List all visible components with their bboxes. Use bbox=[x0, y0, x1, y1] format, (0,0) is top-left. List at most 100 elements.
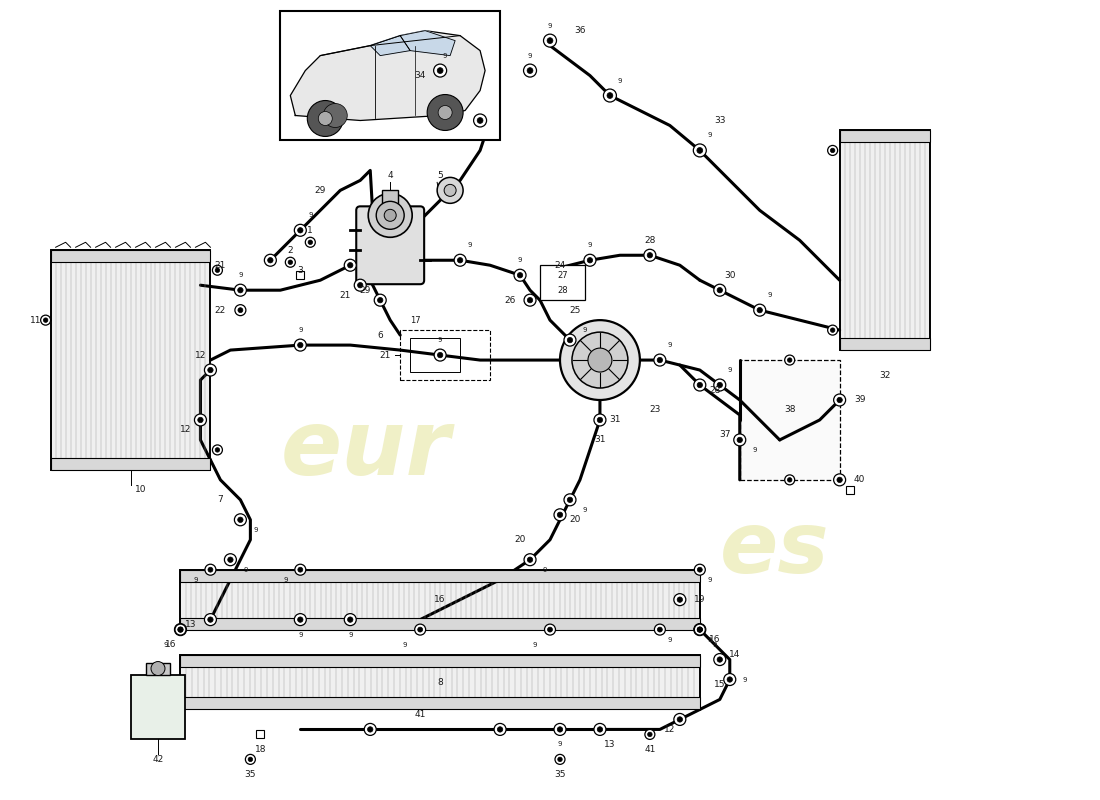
Text: eur: eur bbox=[280, 406, 450, 494]
Circle shape bbox=[724, 674, 736, 686]
Text: 18: 18 bbox=[254, 745, 266, 754]
Text: 20: 20 bbox=[570, 515, 581, 524]
Circle shape bbox=[543, 34, 557, 47]
Circle shape bbox=[298, 567, 302, 572]
Circle shape bbox=[208, 367, 213, 373]
Circle shape bbox=[587, 258, 593, 263]
Circle shape bbox=[827, 146, 837, 155]
Circle shape bbox=[267, 258, 273, 263]
Circle shape bbox=[830, 328, 835, 332]
Text: 9: 9 bbox=[528, 53, 532, 58]
Circle shape bbox=[717, 287, 723, 293]
FancyBboxPatch shape bbox=[356, 206, 425, 284]
Text: 12: 12 bbox=[195, 350, 206, 359]
Circle shape bbox=[834, 474, 846, 486]
Text: 11: 11 bbox=[30, 316, 42, 325]
Circle shape bbox=[43, 318, 48, 322]
Circle shape bbox=[458, 258, 463, 263]
Text: 9: 9 bbox=[752, 447, 757, 453]
Circle shape bbox=[306, 238, 316, 247]
Text: 38: 38 bbox=[784, 406, 795, 414]
Circle shape bbox=[714, 379, 726, 391]
Circle shape bbox=[678, 597, 682, 602]
Text: 9: 9 bbox=[243, 566, 248, 573]
Text: 15: 15 bbox=[714, 680, 726, 689]
Text: 16: 16 bbox=[165, 640, 176, 649]
Text: 34: 34 bbox=[415, 71, 426, 80]
Bar bbox=[145, 662, 170, 674]
Text: 30: 30 bbox=[724, 270, 736, 280]
Circle shape bbox=[597, 726, 603, 732]
Circle shape bbox=[514, 270, 526, 282]
Circle shape bbox=[558, 726, 563, 732]
Text: 21: 21 bbox=[379, 350, 390, 359]
Bar bbox=[180, 618, 700, 630]
Circle shape bbox=[368, 194, 412, 238]
Bar bbox=[51, 250, 210, 470]
Circle shape bbox=[434, 349, 447, 361]
Circle shape bbox=[216, 268, 220, 273]
Bar bbox=[131, 674, 186, 739]
Circle shape bbox=[307, 101, 343, 137]
Bar bbox=[540, 266, 585, 300]
Circle shape bbox=[548, 627, 552, 632]
Text: 9: 9 bbox=[768, 292, 772, 298]
Text: 42: 42 bbox=[153, 755, 164, 764]
Circle shape bbox=[418, 627, 422, 632]
Circle shape bbox=[734, 434, 746, 446]
Text: 9: 9 bbox=[618, 78, 623, 83]
Text: 9: 9 bbox=[587, 242, 592, 248]
Text: 8: 8 bbox=[438, 678, 443, 686]
Text: 17: 17 bbox=[410, 316, 420, 325]
Text: 9: 9 bbox=[583, 327, 587, 333]
Circle shape bbox=[517, 273, 522, 278]
Circle shape bbox=[245, 754, 255, 764]
Text: 14: 14 bbox=[729, 650, 740, 659]
Bar bbox=[400, 330, 491, 380]
Text: 12: 12 bbox=[664, 725, 675, 734]
Circle shape bbox=[295, 224, 306, 236]
Text: 25: 25 bbox=[570, 306, 581, 314]
Circle shape bbox=[344, 614, 356, 626]
Text: 9: 9 bbox=[298, 631, 302, 638]
Text: 9: 9 bbox=[438, 337, 442, 343]
Bar bbox=[839, 338, 930, 350]
Circle shape bbox=[208, 617, 213, 622]
Circle shape bbox=[427, 94, 463, 130]
Circle shape bbox=[376, 202, 404, 230]
Circle shape bbox=[697, 627, 702, 632]
Circle shape bbox=[697, 627, 702, 632]
Circle shape bbox=[597, 418, 603, 422]
Circle shape bbox=[374, 294, 386, 306]
Circle shape bbox=[547, 38, 553, 43]
Circle shape bbox=[568, 497, 573, 502]
Circle shape bbox=[494, 723, 506, 735]
Circle shape bbox=[212, 266, 222, 275]
Text: 9: 9 bbox=[298, 327, 302, 333]
Circle shape bbox=[754, 304, 766, 316]
Bar bbox=[839, 130, 930, 142]
Text: 41: 41 bbox=[645, 745, 656, 754]
Text: 9: 9 bbox=[713, 642, 717, 647]
Text: 2: 2 bbox=[287, 246, 293, 254]
Circle shape bbox=[288, 260, 293, 265]
Text: 41: 41 bbox=[415, 710, 426, 719]
Circle shape bbox=[837, 477, 843, 482]
Circle shape bbox=[568, 338, 573, 342]
Circle shape bbox=[216, 448, 220, 452]
Circle shape bbox=[717, 382, 723, 388]
Bar bbox=[410, 338, 460, 372]
Circle shape bbox=[697, 147, 703, 154]
Circle shape bbox=[348, 262, 353, 268]
Circle shape bbox=[198, 418, 204, 422]
Text: 21: 21 bbox=[214, 261, 227, 270]
Circle shape bbox=[697, 567, 702, 572]
Polygon shape bbox=[400, 30, 455, 55]
Circle shape bbox=[524, 294, 536, 306]
Circle shape bbox=[438, 106, 452, 119]
Text: 31: 31 bbox=[609, 415, 620, 425]
Circle shape bbox=[788, 358, 792, 362]
Circle shape bbox=[727, 677, 733, 682]
Bar bbox=[296, 271, 305, 279]
Text: 5: 5 bbox=[438, 171, 443, 180]
